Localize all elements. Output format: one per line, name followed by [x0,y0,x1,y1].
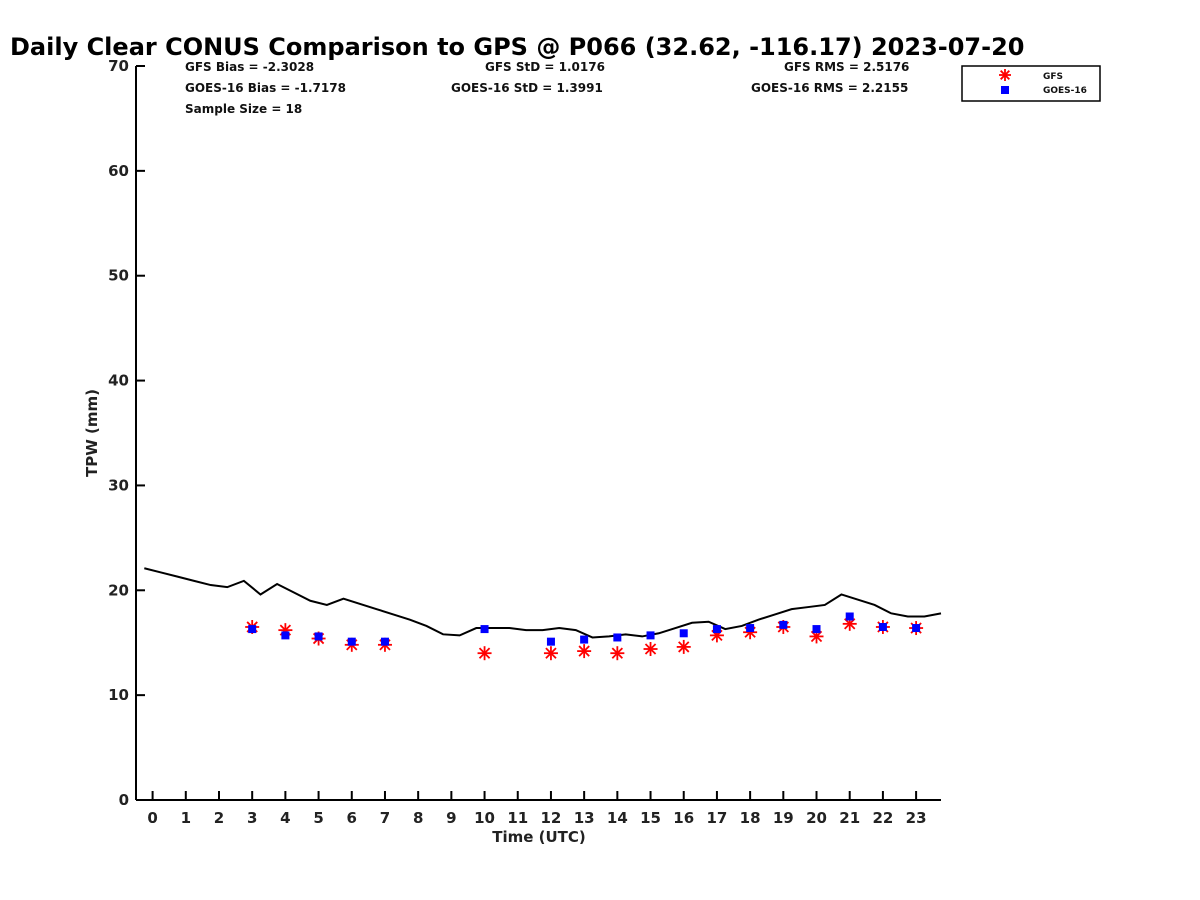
goes-point [380,637,389,646]
gfs-point [577,644,592,659]
y-tick-label: 0 [119,791,129,809]
sample-size-stat: Sample Size = 18 [185,102,302,116]
gfs-point [676,639,691,654]
y-tick-label: 10 [108,686,129,704]
goes-point [746,624,755,633]
y-tick-label: 30 [108,476,129,494]
asterisk-stroke [478,647,491,659]
x-tick-label: 10 [474,809,495,827]
goes-bias-stat: GOES-16 Bias = -1.7178 [185,81,346,95]
asterisk-stroke [578,645,590,657]
x-tick-label: 14 [607,809,628,827]
goes-point [480,625,489,634]
x-tick-label: 5 [313,809,323,827]
goes-point [646,631,655,640]
legend-gfs-marker [999,69,1011,81]
legend: GFS GOES-16 [961,65,1101,102]
x-tick-label: 16 [673,809,694,827]
gfs-point [543,646,558,661]
x-tick-label: 13 [574,809,595,827]
x-tick-label: 4 [280,809,290,827]
x-axis-label: Time (UTC) [492,828,586,846]
asterisk-stroke [611,647,624,659]
goes-point [248,625,257,634]
goes-point [281,631,290,640]
y-tick-label: 40 [108,372,129,390]
x-tick-label: 20 [806,809,827,827]
goes-point [712,625,721,634]
goes-point [878,622,887,631]
chart-title: Daily Clear CONUS Comparison to GPS @ P0… [10,33,1024,61]
legend-box [961,65,1101,102]
gfs-rms-stat: GFS RMS = 2.5176 [784,60,909,74]
y-tick-label: 50 [108,267,129,285]
y-tick-label: 20 [108,581,129,599]
x-tick-label: 3 [247,809,257,827]
y-axis-label: TPW (mm) [83,389,101,477]
x-tick-label: 8 [413,809,423,827]
goes-point [779,620,788,629]
gfs-point [643,642,658,657]
x-tick-label: 18 [740,809,761,827]
x-tick-label: 6 [347,809,357,827]
goes-point [845,612,854,621]
gfs-bias-stat: GFS Bias = -2.3028 [185,60,314,74]
x-tick-label: 17 [706,809,727,827]
gfs-std-stat: GFS StD = 1.0176 [485,60,605,74]
asterisk-stroke [678,641,690,653]
goes-point [812,625,821,634]
goes-point [546,637,555,646]
x-tick-label: 11 [507,809,528,827]
x-tick-label: 22 [872,809,893,827]
legend-goes-marker [1001,86,1009,94]
x-tick-label: 7 [380,809,390,827]
gfs-point [610,646,625,661]
x-tick-label: 15 [640,809,661,827]
x-tick-label: 2 [214,809,224,827]
legend-goes-label: GOES-16 [1043,86,1087,96]
x-tick-label: 1 [181,809,191,827]
goes-point [613,633,622,642]
goes-point [580,635,589,644]
legend-gfs-asterisk [999,69,1011,81]
x-tick-label: 9 [446,809,456,827]
asterisk-stroke [1000,70,1010,80]
legend-gfs-label: GFS [1043,72,1063,82]
x-tick-label: 0 [147,809,157,827]
asterisk-stroke [644,643,657,655]
goes-point [314,632,323,641]
y-tick-label: 70 [108,57,129,75]
goes-point [347,637,356,646]
gps-series-line [144,567,942,639]
goes-point [679,629,688,638]
x-tick-label: 12 [541,809,562,827]
goes-point [912,624,921,633]
x-tick-label: 21 [839,809,860,827]
x-tick-label: 19 [773,809,794,827]
y-tick-label: 60 [108,162,129,180]
goes-std-stat: GOES-16 StD = 1.3991 [451,81,603,95]
x-tick-label: 23 [906,809,927,827]
gfs-point [477,646,492,661]
stats-block: GFS Bias = -2.3028 GOES-16 Bias = -1.717… [185,60,909,116]
asterisk-stroke [545,647,557,659]
goes-rms-stat: GOES-16 RMS = 2.2155 [751,81,908,95]
